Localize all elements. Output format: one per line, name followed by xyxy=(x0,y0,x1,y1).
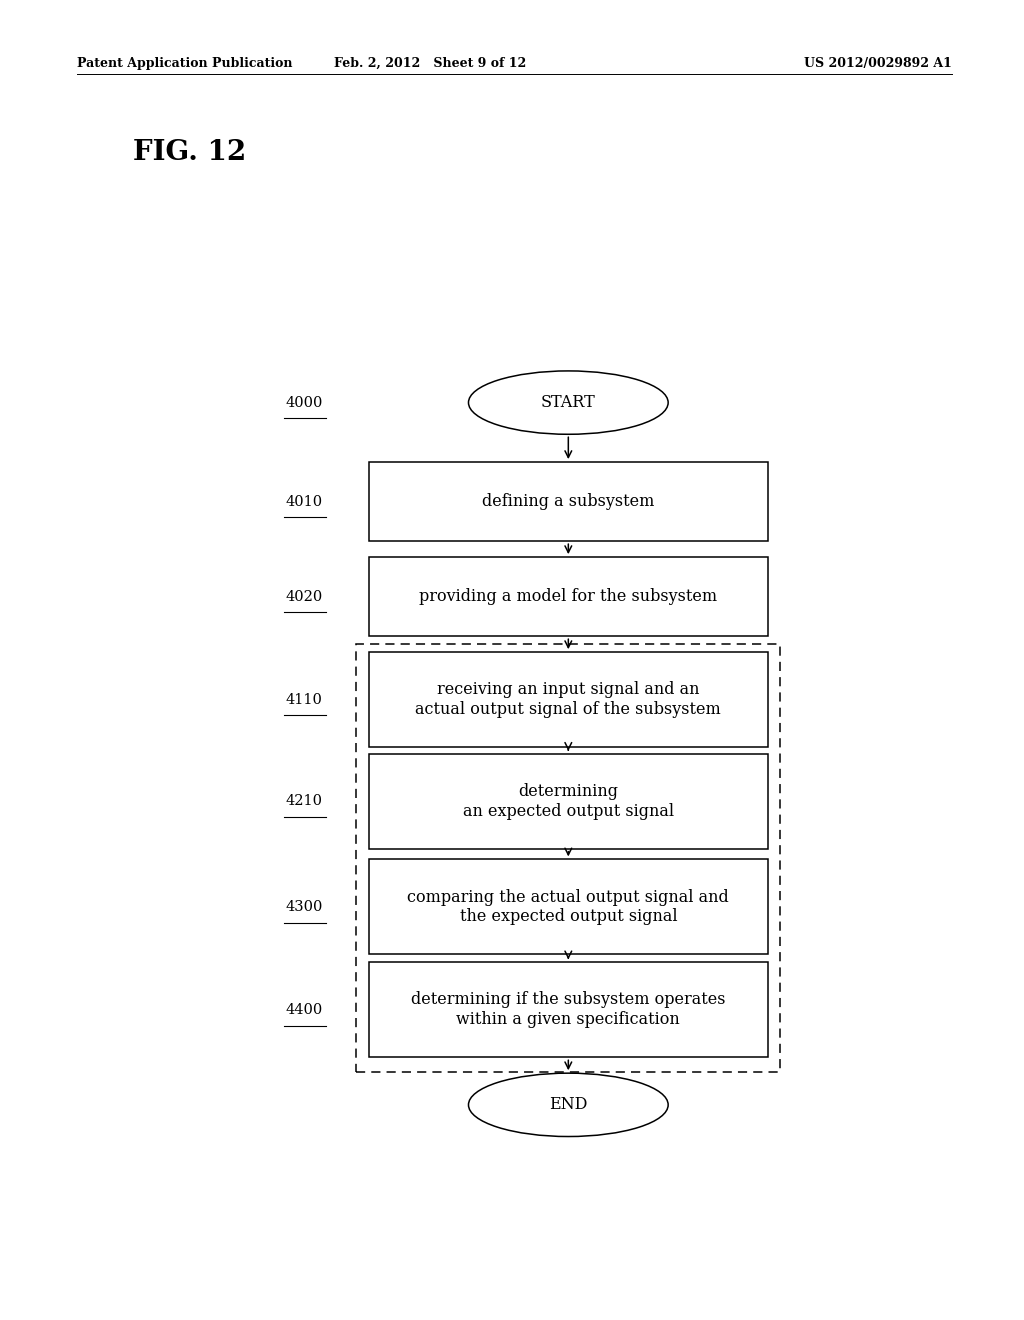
Text: Patent Application Publication: Patent Application Publication xyxy=(77,57,292,70)
Bar xyxy=(369,557,768,636)
Text: determining
an expected output signal: determining an expected output signal xyxy=(463,783,674,820)
Text: START: START xyxy=(541,395,596,411)
Ellipse shape xyxy=(469,1073,669,1137)
Bar xyxy=(369,962,768,1057)
Bar xyxy=(369,859,768,954)
Text: 4000: 4000 xyxy=(286,396,323,409)
Ellipse shape xyxy=(469,371,669,434)
Text: 4110: 4110 xyxy=(286,693,323,706)
Text: 4020: 4020 xyxy=(286,590,323,603)
Text: receiving an input signal and an
actual output signal of the subsystem: receiving an input signal and an actual … xyxy=(416,681,721,718)
Bar xyxy=(369,462,768,541)
Text: providing a model for the subsystem: providing a model for the subsystem xyxy=(419,589,718,605)
Text: FIG. 12: FIG. 12 xyxy=(133,139,247,165)
Text: comparing the actual output signal and
the expected output signal: comparing the actual output signal and t… xyxy=(408,888,729,925)
Text: defining a subsystem: defining a subsystem xyxy=(482,494,654,510)
Text: 4300: 4300 xyxy=(286,900,323,913)
Text: 4400: 4400 xyxy=(286,1003,323,1016)
Text: US 2012/0029892 A1: US 2012/0029892 A1 xyxy=(805,57,952,70)
Text: 4210: 4210 xyxy=(286,795,323,808)
Text: determining if the subsystem operates
within a given specification: determining if the subsystem operates wi… xyxy=(411,991,726,1028)
Text: END: END xyxy=(549,1097,588,1113)
Bar xyxy=(369,652,768,747)
Bar xyxy=(369,754,768,849)
Text: 4010: 4010 xyxy=(286,495,323,508)
Bar xyxy=(356,644,780,1072)
Text: Feb. 2, 2012   Sheet 9 of 12: Feb. 2, 2012 Sheet 9 of 12 xyxy=(334,57,526,70)
